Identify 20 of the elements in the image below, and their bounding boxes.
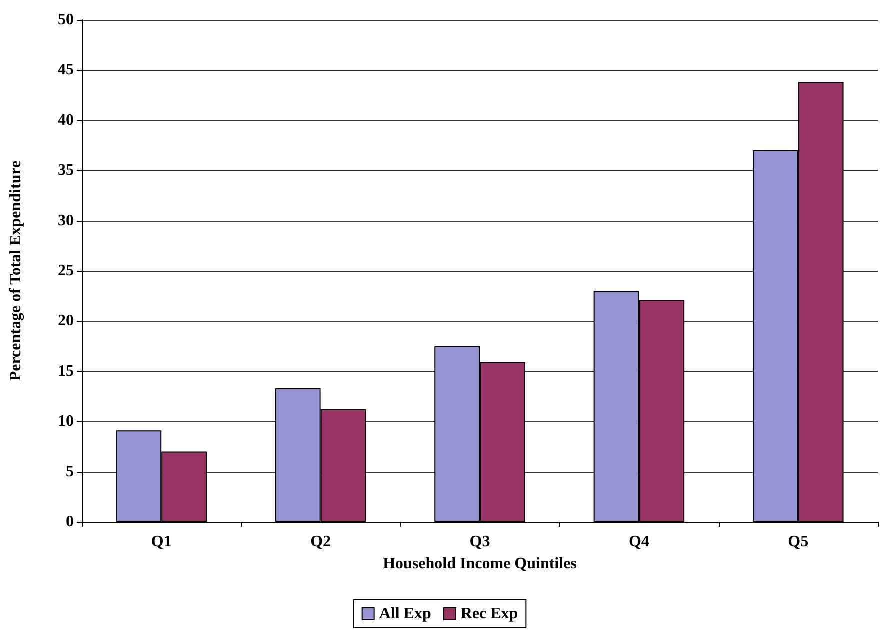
x-tick-label: Q4 bbox=[628, 534, 650, 550]
y-tick-label: 10 bbox=[58, 413, 74, 430]
x-tick-label: Q5 bbox=[788, 534, 809, 550]
y-axis-title: Percentage of Total Expenditure bbox=[8, 160, 24, 382]
y-tick-label: 15 bbox=[58, 362, 74, 380]
x-axis-title: Household Income Quintiles bbox=[383, 556, 577, 572]
y-tick-label: 5 bbox=[66, 463, 74, 480]
y-tick-label: 35 bbox=[58, 162, 74, 180]
y-tick-label: 25 bbox=[58, 262, 74, 280]
y-tick-label: 50 bbox=[58, 12, 74, 28]
y-tick-label: 20 bbox=[58, 312, 74, 330]
y-tick-label: 45 bbox=[58, 62, 74, 79]
legend-label: All Exp bbox=[379, 606, 432, 622]
y-tick-label: 30 bbox=[58, 212, 74, 230]
y-tick-label: 40 bbox=[58, 112, 74, 129]
x-tick-label: Q1 bbox=[151, 534, 172, 550]
legend-label: Rec Exp bbox=[460, 606, 518, 622]
y-tick-label: 0 bbox=[66, 514, 74, 530]
x-tick-label: Q3 bbox=[470, 534, 490, 550]
x-tick-label: Q2 bbox=[310, 534, 332, 550]
